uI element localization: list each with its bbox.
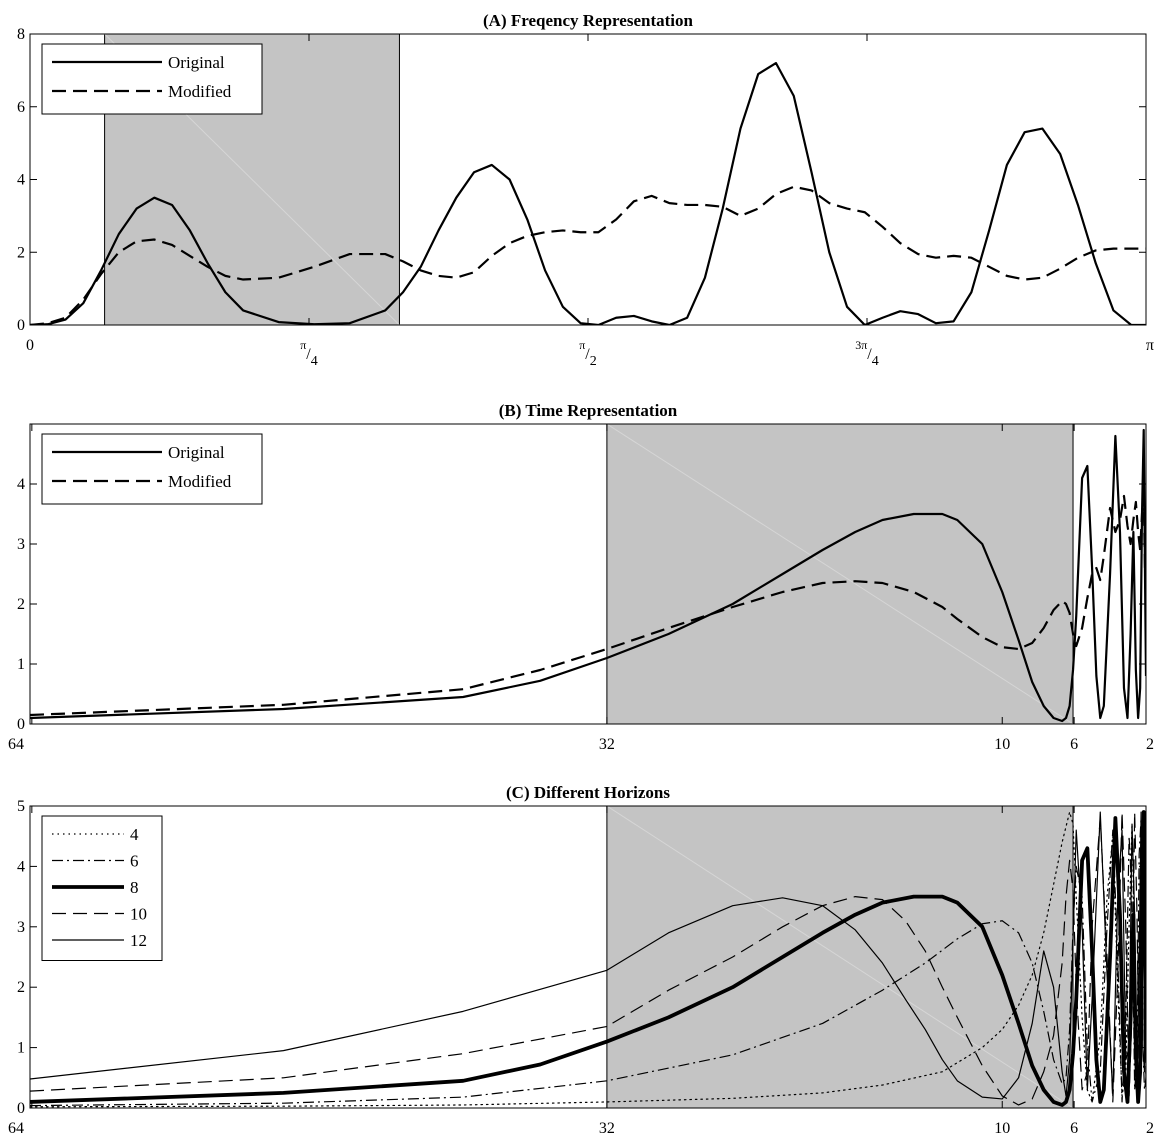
- legend-entry-label: 12: [130, 931, 147, 950]
- x-tick-numerator: π: [300, 338, 306, 352]
- x-tick-label: π/4: [300, 338, 318, 369]
- y-tick-label: 5: [17, 798, 25, 815]
- series-group: [30, 62, 1146, 325]
- x-tick-label: 2: [1146, 736, 1154, 753]
- axes-frame: [29, 423, 1147, 725]
- x-tick-label: 64: [8, 1120, 24, 1137]
- y-tick-label: 2: [17, 244, 25, 261]
- shaded-region-diagonal: [606, 423, 1074, 725]
- y-tick-label: 6: [17, 99, 25, 116]
- y-tick-label: 1: [17, 1040, 25, 1057]
- series-group: [30, 428, 1146, 723]
- legend: Original Modified: [41, 433, 263, 505]
- x-tick-fraction-slash: /: [585, 346, 590, 363]
- y-tick-label: 3: [17, 919, 25, 936]
- chart-title: (A) Freqency Representation: [483, 11, 693, 30]
- legend-entry-label: Original: [168, 53, 225, 72]
- legend-entry-label: 10: [130, 905, 147, 924]
- y-tick-label: 0: [17, 1100, 25, 1117]
- x-tick-label: 0: [26, 337, 34, 354]
- legend: Original Modified: [41, 43, 263, 115]
- x-tick-label: π/2: [579, 338, 597, 369]
- x-tick-numerator: 3π: [855, 338, 867, 352]
- x-tick-label: 64: [8, 736, 24, 753]
- y-tick-label: 8: [17, 26, 25, 43]
- legend-entry-label: 4: [130, 825, 139, 844]
- x-tick-label: 32: [599, 1120, 615, 1137]
- y-tick-label: 1: [17, 656, 25, 673]
- series-line-original: [30, 62, 1146, 325]
- y-tick-label: 4: [17, 476, 25, 493]
- x-tick-numerator: π: [579, 338, 585, 352]
- series-group: [30, 810, 1146, 1108]
- legend-box: [41, 43, 263, 115]
- series-line-modified: [30, 494, 1146, 717]
- x-tick-label: 3π/4: [855, 338, 879, 369]
- series-line-original: [30, 428, 1146, 723]
- legend: 4 6 8 10 12: [41, 815, 163, 961]
- x-tick-label: 6: [1070, 736, 1078, 753]
- x-tick-denominator: 4: [311, 354, 318, 369]
- axes-frame: [29, 805, 1147, 1109]
- x-tick-label: 32: [599, 736, 615, 753]
- x-tick-fraction-slash: /: [867, 346, 872, 363]
- x-tick-fraction-slash: /: [306, 346, 311, 363]
- x-tick-denominator: 2: [590, 354, 597, 369]
- chart-title: (C) Different Horizons: [506, 783, 670, 802]
- shaded-region-diagonal: [606, 805, 1074, 1109]
- y-tick-label: 2: [17, 596, 25, 613]
- y-tick-label: 4: [17, 858, 25, 875]
- y-tick-label: 4: [17, 172, 25, 189]
- legend-entry-label: 6: [130, 852, 139, 871]
- chart-title: (B) Time Representation: [499, 401, 678, 420]
- y-tick-label: 0: [17, 317, 25, 334]
- legend-entry-label: 8: [130, 878, 139, 897]
- legend-box: [41, 433, 263, 505]
- x-tick-label: π: [1146, 337, 1154, 354]
- x-tick-label: 10: [994, 1120, 1010, 1137]
- x-tick-label: 10: [994, 736, 1010, 753]
- x-tick-label: 6: [1070, 1120, 1078, 1137]
- series-line-modified: [30, 185, 1146, 325]
- legend-entry-label: Modified: [168, 472, 232, 491]
- x-tick-label: 2: [1146, 1120, 1154, 1137]
- legend-entry-label: Modified: [168, 82, 232, 101]
- y-tick-label: 0: [17, 716, 25, 733]
- y-tick-label: 2: [17, 979, 25, 996]
- y-tick-label: 3: [17, 536, 25, 553]
- legend-entry-label: Original: [168, 443, 225, 462]
- x-tick-denominator: 4: [872, 354, 879, 369]
- panel-time-representation: (B) Time Representation 0 1 2 3 4 64 32 10 6 2 Orig…: [8, 401, 1154, 753]
- series-line-12: [30, 811, 1146, 1100]
